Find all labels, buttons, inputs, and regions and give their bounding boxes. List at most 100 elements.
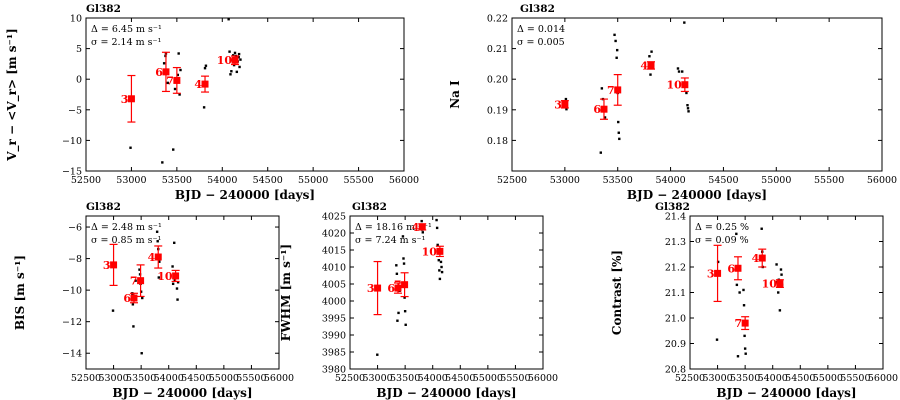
y-tick-label: 4000 [322, 297, 346, 308]
y-tick-label: 3995 [322, 314, 346, 325]
x-tick-label: 53000 [116, 175, 146, 186]
y-tick-label: 3985 [322, 348, 346, 359]
bin-marker [173, 76, 181, 84]
y-tick-label: 10 [70, 14, 82, 25]
y-tick-label: −12 [62, 317, 82, 328]
raw-point [681, 70, 684, 73]
raw-point [173, 241, 176, 245]
raw-point [173, 279, 176, 282]
y-tick-label: 4015 [322, 246, 346, 257]
bin-marker [110, 261, 118, 269]
raw-point [395, 272, 399, 275]
x-tick-label: 55000 [761, 175, 791, 186]
x-tick-label: 55500 [500, 373, 530, 384]
bin-marker [600, 105, 608, 113]
x-tick-label: 56000 [867, 175, 897, 186]
x-tick-label: 55000 [813, 373, 843, 384]
raw-point [435, 218, 438, 222]
bin-marker [418, 223, 426, 231]
bin-label: 3 [707, 267, 715, 280]
raw-point [230, 70, 233, 73]
y-tick-label: −6 [68, 223, 82, 234]
delta-stat: Δ = 6.45 m s⁻¹ [91, 24, 162, 35]
raw-point [614, 39, 617, 43]
raw-point [742, 304, 746, 307]
bin-marker [647, 61, 655, 69]
bin-label: 4 [752, 252, 760, 265]
delta-stat: Δ = 2.48 m s⁻¹ [91, 222, 162, 233]
raw-point [421, 231, 424, 234]
raw-point [686, 107, 690, 110]
x-tick-label: 55500 [840, 373, 870, 384]
raw-point [760, 227, 763, 230]
raw-point [141, 296, 144, 300]
raw-point [158, 260, 161, 263]
raw-point [396, 319, 399, 322]
y-axis-label: FWHM [m s⁻¹] [279, 244, 293, 341]
raw-point [676, 67, 680, 70]
bin-label: 6 [387, 282, 395, 295]
x-tick-label: 55000 [473, 373, 503, 384]
raw-point [138, 268, 141, 271]
raw-point [685, 91, 688, 95]
raw-point [227, 18, 230, 21]
bin-label: 7 [394, 279, 402, 292]
raw-point [618, 137, 621, 141]
y-tick-label: 21.3 [665, 237, 686, 248]
y-tick-label: 0.18 [487, 136, 508, 147]
raw-point [735, 232, 738, 236]
x-tick-label: 54500 [181, 373, 211, 384]
bin-marker [734, 264, 742, 272]
raw-point [131, 303, 135, 306]
raw-point [402, 257, 405, 260]
raw-point [134, 279, 137, 282]
sigma-stat: σ = 0.005 [517, 37, 565, 48]
y-axis-label: BIS [m s⁻¹] [13, 255, 27, 330]
raw-point [779, 268, 783, 271]
delta-stat: Δ = 18.16 m s⁻¹ [355, 222, 432, 233]
panel-5: 5250053000535005400054500550005550056000… [610, 201, 898, 400]
x-tick-label: 55000 [298, 175, 328, 186]
x-axis-label: BJD − 240000 [days] [627, 188, 767, 202]
raw-point [203, 66, 207, 70]
bin-marker [231, 56, 239, 64]
bin-marker [614, 86, 622, 94]
x-tick-label: 54500 [785, 373, 815, 384]
plot-frame [85, 215, 280, 370]
raw-point [435, 226, 439, 230]
bin-marker [374, 284, 382, 292]
y-axis-label: Contrast [%] [610, 250, 624, 335]
raw-point [155, 230, 159, 233]
raw-point [743, 347, 747, 350]
raw-point [202, 106, 206, 109]
x-tick-label: 56000 [868, 373, 898, 384]
x-tick-label: 54500 [253, 175, 283, 186]
raw-point [649, 73, 652, 76]
raw-point [157, 276, 160, 279]
raw-point [738, 291, 741, 294]
raw-point [179, 68, 182, 72]
raw-point [397, 311, 400, 315]
raw-point [162, 62, 166, 65]
y-tick-label: 0.21 [487, 44, 508, 55]
x-tick-label: 54500 [708, 175, 738, 186]
x-axis-label: BJD − 240000 [days] [376, 386, 516, 400]
raw-point [775, 263, 778, 266]
y-tick-label: 3980 [322, 365, 346, 376]
panel-title: Gl382 [655, 201, 690, 213]
bin-label: 4 [194, 78, 202, 91]
bin-label: 6 [727, 262, 735, 275]
bin-label: 3 [554, 98, 562, 111]
raw-point [436, 243, 439, 247]
raw-point [238, 65, 241, 69]
y-tick-label: −14 [62, 349, 82, 360]
y-tick-label: 21.2 [665, 263, 686, 274]
bin-marker [561, 100, 569, 108]
x-tick-label: 56000 [389, 175, 419, 186]
y-tick-label: 0 [76, 75, 82, 86]
raw-point [161, 161, 164, 164]
raw-point [742, 288, 745, 292]
raw-point [600, 87, 604, 90]
raw-point [176, 73, 179, 77]
bin-label: 3 [121, 93, 129, 106]
